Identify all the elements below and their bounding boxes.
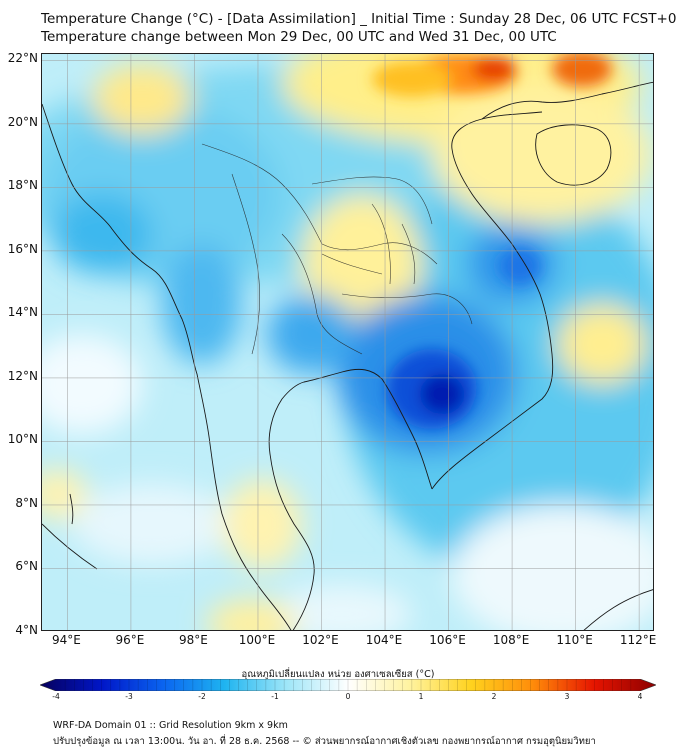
latitude-label: 8°N — [15, 495, 38, 510]
colorbar-tick-label: -2 — [198, 692, 206, 701]
colorbar-tick-label: 2 — [491, 692, 497, 701]
colorbar-tick-label: -4 — [52, 692, 60, 701]
latitude-label: 16°N — [7, 241, 38, 256]
longitude-label: 104°E — [365, 633, 403, 647]
latitude-label: 18°N — [7, 178, 38, 193]
colorbar — [40, 679, 656, 691]
longitude-label: 102°E — [302, 633, 339, 647]
temperature-extremes — [372, 54, 612, 429]
latitude-label: 12°N — [7, 368, 38, 383]
latitude-label: 4°N — [15, 623, 38, 637]
colorbar-tick-label: 1 — [418, 692, 424, 701]
colorbar-tick-label: 3 — [564, 692, 570, 701]
colorbar-tick-label: -1 — [271, 692, 279, 701]
longitude-label: 112°E — [619, 633, 657, 647]
temperature-change-map — [42, 54, 653, 630]
gridlines — [42, 54, 653, 630]
longitude-label: 110°E — [556, 633, 593, 647]
longitude-label: 100°E — [238, 633, 276, 647]
longitude-label: 94°E — [51, 633, 81, 647]
latitude-label: 6°N — [15, 559, 38, 574]
latitude-label: 20°N — [7, 114, 38, 129]
longitude-label: 96°E — [115, 633, 145, 647]
latitude-label: 14°N — [7, 305, 38, 320]
title-line-1: Temperature Change (°C) - [Data Assimila… — [41, 11, 676, 27]
longitude-label: 98°E — [179, 633, 208, 647]
colorbar-label: อุณหภูมิเปลี่ยนแปลง หน่วย องศาเซลเซียส (… — [241, 669, 435, 680]
admin-borders — [201, 143, 473, 355]
colorbar-tick-label: 4 — [637, 692, 643, 701]
latitude-label: 10°N — [7, 432, 38, 447]
colorbar-tick-label: -3 — [125, 692, 133, 701]
footer-credit: ปรับปรุงข้อมูล ณ เวลา 13:00น. วัน อา. ที… — [53, 736, 596, 747]
coastlines — [42, 81, 653, 630]
map-panel — [41, 53, 654, 631]
title-line-2: Temperature change between Mon 29 Dec, 0… — [41, 29, 557, 45]
temperature-field — [42, 54, 653, 630]
latitude-label: 22°N — [7, 51, 38, 66]
longitude-label: 106°E — [429, 633, 466, 647]
footer-model-info: WRF-DA Domain 01 :: Grid Resolution 9km … — [53, 720, 288, 731]
colorbar-tick-label: 0 — [345, 692, 351, 701]
longitude-label: 108°E — [492, 633, 530, 647]
